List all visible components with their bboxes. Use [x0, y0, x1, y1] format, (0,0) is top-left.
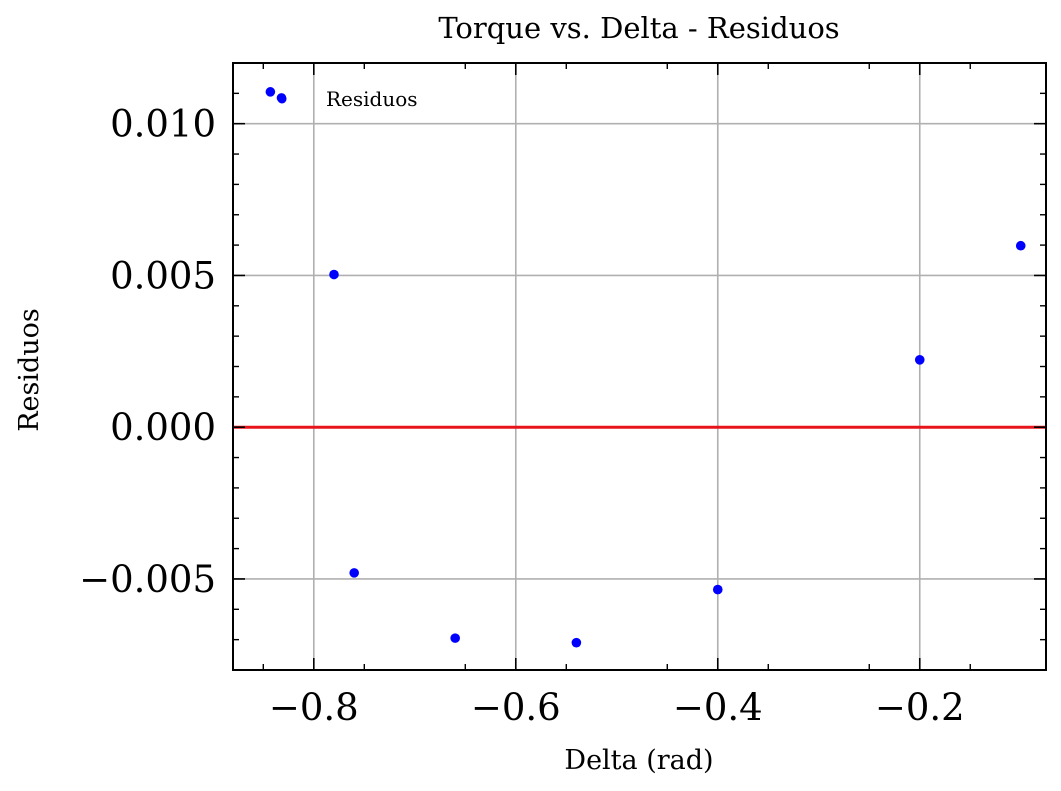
y-tick-label: 0.000: [110, 406, 216, 449]
x-tick-label: −0.4: [673, 686, 763, 729]
x-tick-label: −0.8: [269, 686, 359, 729]
legend: Residuos: [277, 87, 418, 111]
chart-title: Torque vs. Delta - Residuos: [438, 11, 839, 45]
data-point: [450, 633, 460, 643]
legend-marker: [277, 94, 287, 104]
data-point: [1015, 240, 1026, 251]
data-point: [712, 584, 723, 595]
data-points: [265, 87, 1026, 648]
legend-label: Residuos: [326, 87, 418, 111]
grid-lines: [233, 63, 1046, 670]
data-point: [571, 637, 582, 648]
data-point: [914, 355, 925, 365]
y-tick-label: 0.010: [110, 103, 216, 146]
plot-frame: [232, 62, 1047, 671]
y-tick-label: −0.005: [79, 558, 216, 601]
data-point: [329, 269, 339, 280]
data-point: [349, 568, 359, 578]
x-tick-label: −0.6: [471, 686, 561, 729]
y-axis-label: Residuos: [14, 308, 45, 432]
tick-labels: −0.8 −0.6 −0.4 −0.2 −0.005 0.000 0.005 0.010: [79, 103, 965, 729]
y-tick-label: 0.005: [110, 254, 216, 297]
x-tick-label: −0.2: [875, 686, 965, 729]
data-point: [265, 87, 276, 97]
x-axis-label: Delta (rad): [564, 745, 713, 776]
